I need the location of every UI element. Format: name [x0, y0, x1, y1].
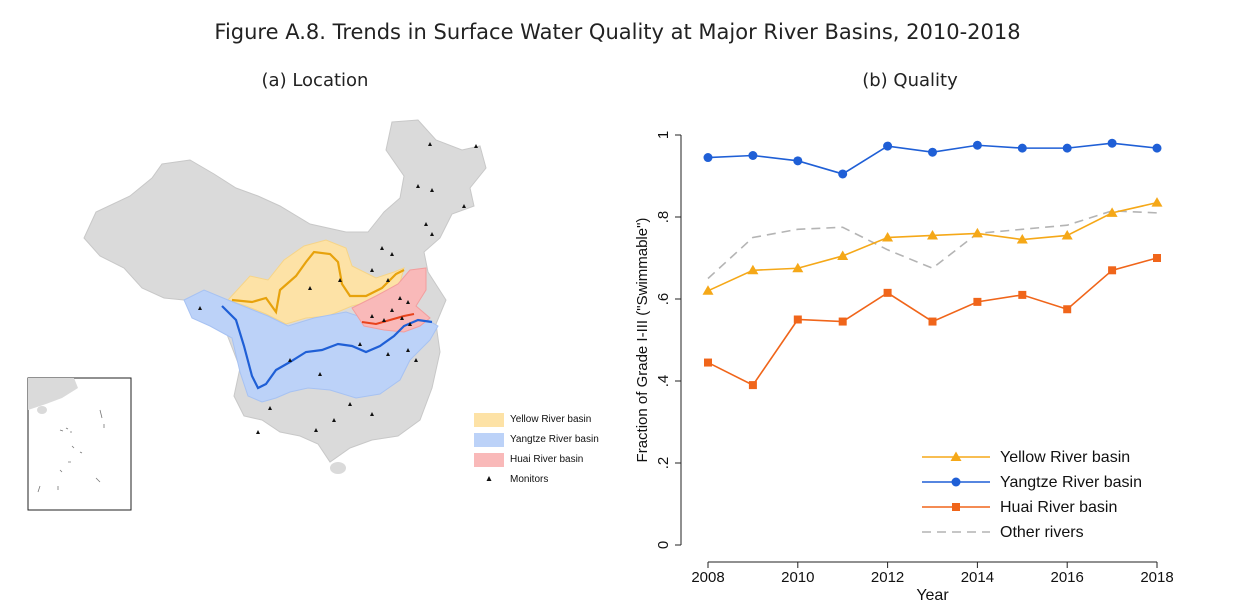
map-legend-huai-label: Huai River basin — [510, 454, 584, 465]
yangtze-river-basin-point — [883, 141, 893, 151]
legend-yangtze-river-basin-label: Yangtze River basin — [1000, 474, 1142, 491]
yellow-river-basin-point — [837, 250, 849, 260]
x-tick-label: 2014 — [961, 569, 994, 586]
yellow-river-basin-point — [971, 227, 983, 238]
x-axis-label: Year — [916, 587, 949, 604]
yangtze-river-basin-point — [703, 153, 713, 163]
yellow-river-basin-point — [1016, 234, 1028, 244]
huai-river-basin-point — [1153, 254, 1161, 262]
yellow-river-basin-point — [1061, 229, 1073, 240]
huai-river-basin-point — [1063, 305, 1072, 314]
legend-huai-river-basin-marker — [952, 503, 960, 511]
yellow-river-basin-point — [927, 229, 938, 240]
other-rivers-series-line — [707, 210, 1158, 280]
legend-yangtze-river-basin-marker — [951, 477, 961, 487]
map-panel-title: (a) Location — [261, 70, 369, 91]
yangtze-river-basin-point — [928, 147, 937, 157]
legend-huai-river-basin-label: Huai River basin — [1000, 499, 1117, 516]
legend-yellow-river-basin-label: Yellow River basin — [1000, 449, 1130, 466]
legend-other-rivers-label: Other rivers — [1000, 524, 1084, 541]
yangtze-river-basin-point — [1152, 143, 1162, 153]
yellow-river-basin-point — [747, 264, 759, 275]
x-tick-label: 2008 — [691, 569, 724, 586]
yellow-river-basin-point — [1106, 207, 1118, 217]
x-tick-label: 2010 — [781, 569, 814, 586]
y-tick-label: .6 — [655, 293, 672, 306]
yangtze-river-basin-point — [972, 140, 982, 150]
yangtze-river-basin-point — [838, 169, 848, 179]
huai-river-basin-point — [928, 317, 937, 326]
figure-title: Figure A.8. Trends in Surface Water Qual… — [214, 20, 1021, 44]
yangtze-river-basin-point — [1107, 138, 1117, 148]
x-tick-label: 2012 — [871, 569, 904, 586]
yellow-river-basin-point — [1151, 197, 1163, 207]
map-legend-yellow-label: Yellow River basin — [510, 414, 592, 425]
huai-river-basin-point — [793, 315, 802, 324]
yellow-river-basin-point — [702, 285, 714, 295]
map-legend-monitors-label: Monitors — [510, 474, 549, 485]
yellow-river-basin-series-line — [707, 201, 1158, 292]
huai-river-basin-point — [704, 358, 712, 367]
yellow-river-basin-point — [792, 262, 804, 273]
huai-river-basin-point — [838, 317, 847, 326]
huai-river-basin-point — [1108, 266, 1117, 275]
huai-river-basin-point — [1018, 290, 1027, 299]
y-tick-label: .2 — [655, 457, 672, 470]
legend-yellow-river-basin-marker — [950, 451, 962, 461]
y-tick-label: .8 — [655, 211, 672, 224]
y-axis-label: Fraction of Grade I-III ("Swimmable") — [634, 218, 651, 463]
map-legend-yangtze-label: Yangtze River basin — [510, 434, 599, 445]
x-tick-label: 2016 — [1051, 569, 1084, 586]
x-tick-label: 2018 — [1140, 569, 1173, 586]
y-tick-label: 0 — [655, 541, 672, 549]
yellow-river-basin-point — [882, 232, 894, 242]
y-tick-label: .4 — [655, 375, 672, 388]
huai-river-basin-point — [883, 288, 892, 297]
huai-river-basin-point — [748, 381, 757, 390]
huai-river-basin-point — [973, 297, 982, 306]
quality-panel-title: (b) Quality — [862, 70, 958, 91]
yangtze-river-basin-point — [1017, 143, 1027, 153]
yangtze-river-basin-point — [748, 151, 758, 160]
yangtze-river-basin-point — [793, 156, 803, 166]
y-tick-label: 1 — [655, 131, 672, 139]
yangtze-river-basin-point — [1062, 143, 1072, 153]
